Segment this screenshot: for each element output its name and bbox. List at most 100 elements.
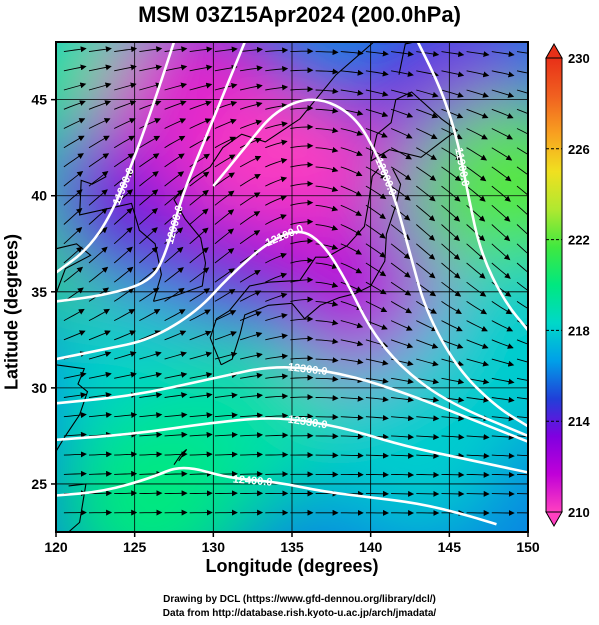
wind-arrow	[265, 252, 287, 264]
wind-arrow	[214, 288, 236, 302]
wind-arrow	[390, 320, 413, 331]
wind-arrow	[340, 320, 364, 329]
wind-arrow	[441, 204, 461, 222]
wind-arrow	[189, 46, 213, 53]
wind-arrow	[265, 333, 288, 341]
wind-arrow	[63, 227, 83, 245]
wind-arrow	[214, 392, 238, 399]
wind-arrow	[441, 108, 464, 119]
wind-arrow	[315, 88, 339, 95]
wind-arrow	[239, 174, 261, 187]
wind-arrow	[164, 287, 185, 302]
wind-arrow	[466, 396, 490, 403]
wind-arrow	[63, 153, 84, 168]
wind-arrow	[63, 246, 83, 264]
wind-arrow	[441, 166, 462, 182]
wind-arrow	[315, 300, 339, 307]
x-tick-label: 145	[438, 539, 462, 555]
wind-arrow	[63, 118, 86, 129]
wind-arrow	[63, 412, 87, 419]
wind-arrow	[441, 243, 461, 261]
wind-arrow	[139, 287, 160, 302]
wind-arrow	[114, 351, 137, 360]
wind-arrow	[139, 371, 163, 379]
x-axis-label: Longitude (degrees)	[205, 556, 379, 576]
wind-arrow	[214, 451, 238, 458]
wind-arrow	[340, 89, 364, 96]
wind-arrow	[139, 135, 161, 149]
wind-arrow	[315, 204, 339, 212]
wind-arrow	[63, 431, 87, 438]
contour-label: 12330.0	[287, 414, 328, 432]
wind-arrow	[491, 320, 514, 332]
wind-arrow	[214, 46, 238, 53]
y-tick-label: 25	[31, 476, 47, 492]
wind-arrow	[491, 108, 514, 119]
wind-arrow	[516, 243, 528, 255]
wind-arrow	[340, 339, 364, 347]
x-tick-label: 140	[359, 539, 383, 555]
wind-arrow	[466, 301, 488, 315]
wind-arrow	[265, 412, 289, 419]
wind-arrow	[290, 123, 314, 130]
wind-arrow	[113, 227, 133, 245]
wind-arrow	[416, 204, 436, 222]
wind-arrow	[365, 320, 388, 330]
credit-data: Data from http://database.rish.kyoto-u.a…	[162, 608, 437, 619]
wind-arrow	[164, 100, 187, 110]
wind-arrow	[365, 414, 389, 421]
wind-arrow	[164, 309, 186, 321]
wind-arrow	[113, 135, 135, 149]
wind-arrow	[290, 276, 314, 283]
wind-arrow	[441, 224, 461, 242]
wind-arrow	[164, 118, 187, 129]
wind-arrow	[164, 267, 184, 283]
wind-arrow	[114, 100, 137, 110]
wind-arrow	[491, 396, 515, 403]
wind-arrow	[365, 452, 389, 459]
wind-arrow	[240, 470, 264, 477]
wind-arrow	[315, 281, 339, 288]
wind-arrow	[340, 224, 362, 236]
wind-arrow	[416, 262, 436, 279]
wind-arrow	[340, 185, 363, 197]
wind-arrow	[265, 102, 288, 110]
wind-arrow	[516, 147, 528, 155]
wind-arrow	[113, 207, 133, 225]
wind-arrow	[164, 189, 184, 206]
wind-arrow	[164, 64, 188, 72]
wind-arrow	[214, 351, 238, 360]
wind-arrow	[315, 243, 339, 250]
wind-arrow	[189, 288, 211, 302]
wind-arrow	[63, 170, 84, 187]
wind-arrow	[189, 431, 213, 438]
credit-drawing: Drawing by DCL (https://www.gfd-dennou.o…	[163, 594, 436, 605]
contour-label: 12300.0	[287, 361, 328, 378]
wind-arrow	[239, 270, 261, 283]
wind-arrow	[265, 84, 289, 91]
wind-arrow	[441, 415, 465, 422]
wind-arrow	[516, 281, 528, 292]
wind-arrow	[164, 431, 188, 438]
x-axis-ticks: 120 125 130 135 140 145 150	[44, 532, 540, 555]
wind-arrow	[416, 147, 437, 161]
wind-arrow	[88, 153, 110, 168]
wind-arrow	[416, 51, 440, 57]
y-tick-label: 30	[31, 380, 47, 396]
wind-arrow	[290, 257, 314, 264]
wind-arrow	[63, 266, 84, 283]
wind-arrow	[88, 351, 112, 360]
wind-arrow	[189, 351, 213, 360]
wind-arrow	[491, 243, 511, 261]
wind-arrow	[340, 395, 364, 402]
wind-arrow	[340, 281, 363, 292]
wind-arrow	[516, 473, 528, 476]
wind-arrow	[113, 171, 134, 187]
coastline	[56, 243, 92, 294]
wind-arrow	[88, 189, 108, 206]
wind-arrow	[240, 412, 264, 419]
contour-line	[416, 42, 528, 332]
wind-arrow	[164, 46, 188, 53]
wind-arrow	[315, 414, 339, 421]
wind-arrow	[164, 82, 188, 91]
